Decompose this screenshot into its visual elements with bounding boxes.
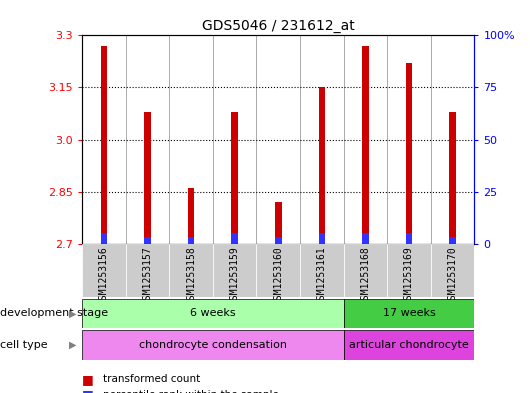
Bar xyxy=(169,244,213,297)
Bar xyxy=(213,244,257,297)
Bar xyxy=(449,112,456,244)
Text: GSM1253158: GSM1253158 xyxy=(186,246,196,305)
Text: GSM1253160: GSM1253160 xyxy=(273,246,283,305)
Bar xyxy=(82,244,126,297)
Text: GSM1253156: GSM1253156 xyxy=(99,246,109,305)
Bar xyxy=(82,299,343,328)
Bar xyxy=(362,233,369,244)
Bar xyxy=(275,237,281,244)
Text: ▶: ▶ xyxy=(69,309,77,318)
Text: ■: ■ xyxy=(82,373,94,386)
Title: GDS5046 / 231612_at: GDS5046 / 231612_at xyxy=(202,19,355,33)
Bar xyxy=(82,330,343,360)
Text: ■: ■ xyxy=(82,388,94,393)
Text: development stage: development stage xyxy=(0,309,108,318)
Text: 6 weeks: 6 weeks xyxy=(190,309,236,318)
Text: ▶: ▶ xyxy=(69,340,77,350)
Bar xyxy=(362,46,369,244)
Text: GSM1253159: GSM1253159 xyxy=(229,246,240,305)
Bar xyxy=(232,233,238,244)
Text: GSM1253157: GSM1253157 xyxy=(143,246,153,305)
Bar xyxy=(387,244,431,297)
Bar xyxy=(343,299,474,328)
Text: 17 weeks: 17 weeks xyxy=(383,309,435,318)
Text: cell type: cell type xyxy=(0,340,48,350)
Text: chondrocyte condensation: chondrocyte condensation xyxy=(139,340,287,350)
Bar xyxy=(343,330,474,360)
Text: GSM1253168: GSM1253168 xyxy=(360,246,370,305)
Text: percentile rank within the sample: percentile rank within the sample xyxy=(103,390,279,393)
Bar xyxy=(319,87,325,244)
Bar xyxy=(449,237,456,244)
Bar xyxy=(232,112,238,244)
Bar xyxy=(343,244,387,297)
Bar xyxy=(188,237,195,244)
Bar xyxy=(300,244,343,297)
Bar xyxy=(126,244,169,297)
Bar xyxy=(144,112,151,244)
Bar xyxy=(275,202,281,244)
Text: articular chondrocyte: articular chondrocyte xyxy=(349,340,469,350)
Bar xyxy=(144,237,151,244)
Bar xyxy=(406,233,412,244)
Text: GSM1253169: GSM1253169 xyxy=(404,246,414,305)
Bar xyxy=(101,46,107,244)
Bar xyxy=(188,188,195,244)
Text: GSM1253161: GSM1253161 xyxy=(317,246,327,305)
Bar xyxy=(257,244,300,297)
Bar xyxy=(431,244,474,297)
Text: transformed count: transformed count xyxy=(103,374,200,384)
Bar xyxy=(101,233,107,244)
Text: GSM1253170: GSM1253170 xyxy=(447,246,457,305)
Bar xyxy=(319,233,325,244)
Bar xyxy=(406,63,412,244)
